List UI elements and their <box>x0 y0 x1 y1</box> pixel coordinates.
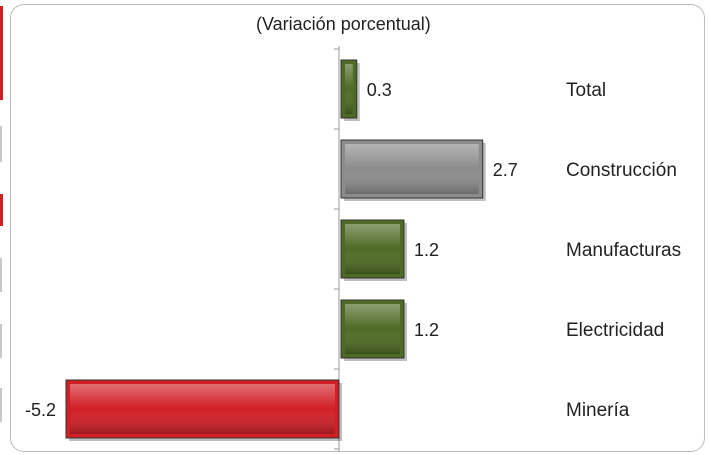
bar-bevel <box>345 64 353 114</box>
category-label: Construcción <box>566 160 677 181</box>
bar-bevel <box>345 144 479 194</box>
data-label: 2.7 <box>493 160 518 180</box>
data-label: -5.2 <box>25 400 56 420</box>
data-label: 1.2 <box>414 240 439 260</box>
bar-bevel <box>70 384 335 434</box>
side-divider-mark <box>0 388 2 422</box>
data-label: 0.3 <box>367 80 392 100</box>
side-divider-mark <box>0 126 2 162</box>
chart-subtitle: (Variación porcentual) <box>256 14 431 34</box>
bar-bevel <box>345 304 400 354</box>
side-accent-mark <box>0 6 3 100</box>
category-label: Minería <box>566 400 630 421</box>
category-label: Manufacturas <box>566 240 681 261</box>
category-label: Electricidad <box>566 320 664 341</box>
side-divider-mark <box>0 324 2 358</box>
bar-bevel <box>345 224 400 274</box>
side-divider-mark <box>0 258 2 292</box>
data-label: 1.2 <box>414 320 439 340</box>
category-label: Total <box>566 80 606 101</box>
side-accent-mark <box>0 194 3 226</box>
